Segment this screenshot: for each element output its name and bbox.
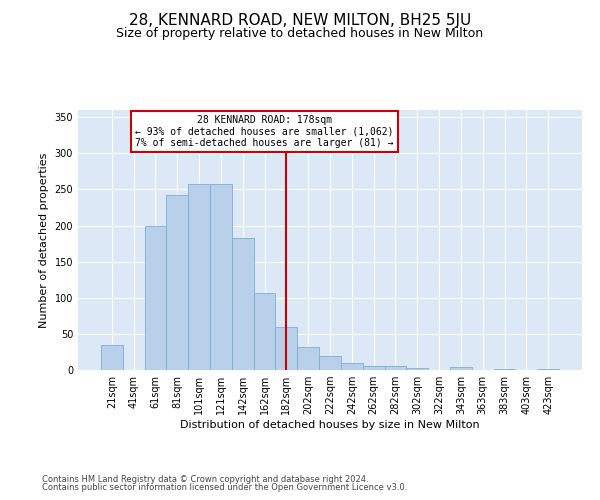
- Bar: [450, 367, 472, 370]
- Bar: [406, 368, 428, 370]
- Bar: [319, 356, 341, 370]
- Bar: [275, 328, 297, 370]
- Bar: [254, 292, 275, 370]
- Bar: [537, 368, 559, 370]
- Bar: [385, 366, 406, 370]
- Text: Size of property relative to detached houses in New Milton: Size of property relative to detached ho…: [116, 28, 484, 40]
- Bar: [145, 226, 166, 370]
- Bar: [166, 194, 188, 370]
- Bar: [363, 366, 385, 370]
- Text: 28, KENNARD ROAD, NEW MILTON, BH25 5JU: 28, KENNARD ROAD, NEW MILTON, BH25 5JU: [129, 12, 471, 28]
- Bar: [188, 184, 210, 370]
- Bar: [297, 347, 319, 370]
- Bar: [101, 344, 123, 370]
- Bar: [210, 184, 232, 370]
- Bar: [232, 238, 254, 370]
- Text: 28 KENNARD ROAD: 178sqm
← 93% of detached houses are smaller (1,062)
7% of semi-: 28 KENNARD ROAD: 178sqm ← 93% of detache…: [135, 115, 394, 148]
- X-axis label: Distribution of detached houses by size in New Milton: Distribution of detached houses by size …: [180, 420, 480, 430]
- Text: Contains public sector information licensed under the Open Government Licence v3: Contains public sector information licen…: [42, 484, 407, 492]
- Bar: [341, 363, 363, 370]
- Text: Contains HM Land Registry data © Crown copyright and database right 2024.: Contains HM Land Registry data © Crown c…: [42, 474, 368, 484]
- Y-axis label: Number of detached properties: Number of detached properties: [39, 152, 49, 328]
